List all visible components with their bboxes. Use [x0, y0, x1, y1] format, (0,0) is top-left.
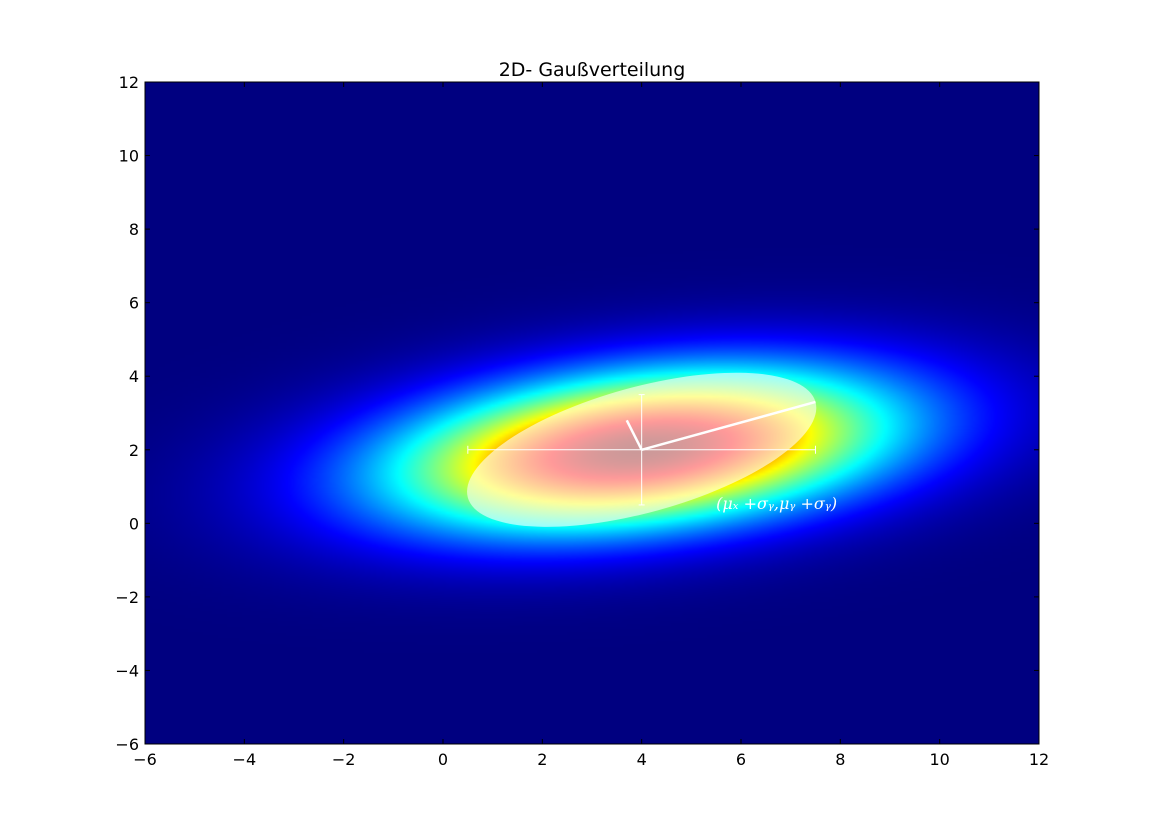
x-tick-label: 6 [736, 750, 746, 769]
x-tick-label: 12 [1029, 750, 1049, 769]
x-tick-label: 10 [929, 750, 949, 769]
y-axis: −6 −4 −2 0 2 4 6 8 10 12 [115, 73, 1039, 754]
y-tick-label: −6 [115, 735, 139, 754]
x-tick-label: −2 [332, 750, 356, 769]
x-tick-label: −6 [133, 750, 157, 769]
x-tick-label: 2 [537, 750, 547, 769]
y-tick-label: 6 [129, 294, 139, 313]
major-axis-line [641, 400, 816, 451]
y-tick-label: 4 [129, 367, 139, 386]
y-tick-label: −4 [115, 661, 139, 680]
x-axis: −6 −4 −2 0 2 4 6 8 10 12 [133, 82, 1049, 769]
x-tick-label: 8 [835, 750, 845, 769]
sigma-annotation: (μₓ +σᵧ,μᵧ +σᵧ) [716, 494, 837, 513]
x-tick-label: −4 [233, 750, 257, 769]
y-tick-label: −2 [115, 588, 139, 607]
minor-axis-line [625, 419, 643, 451]
y-tick-label: 0 [129, 514, 139, 533]
y-tick-label: 12 [119, 73, 139, 92]
x-tick-label: 4 [637, 750, 647, 769]
chart-title: 2D- Gaußverteilung [499, 59, 686, 81]
y-tick-label: 8 [129, 220, 139, 239]
plot-area: (μₓ +σᵧ,μᵧ +σᵧ) [145, 82, 1039, 744]
principal-axis-lines [625, 400, 816, 451]
y-tick-label: 10 [119, 147, 139, 166]
plot-frame [144, 81, 1040, 745]
x-tick-label: 0 [438, 750, 448, 769]
y-tick-label: 2 [129, 441, 139, 460]
